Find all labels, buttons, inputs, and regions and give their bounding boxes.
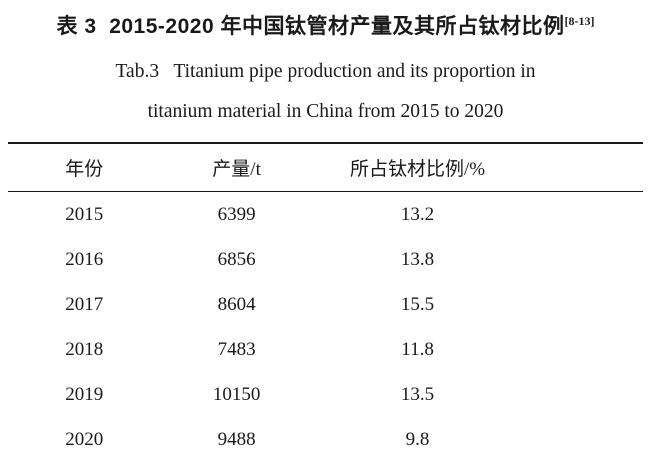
year-cell: 2015 — [65, 203, 104, 225]
production-cell: 6856 — [217, 248, 256, 270]
year-cell: 2020 — [65, 428, 104, 450]
production-cell: 6399 — [217, 203, 256, 225]
production-cell: 9488 — [217, 428, 256, 450]
data-table: 年份 产量/t 所占钛材比例/% 2015 6399 13.2 2016 685… — [8, 142, 643, 452]
table-row: 2016 6856 13.8 — [8, 237, 643, 282]
proportion-cell: 11.8 — [401, 338, 434, 360]
production-cell: 10150 — [212, 383, 261, 405]
table-row: 2015 6399 13.2 — [8, 192, 643, 237]
proportion-cell: 13.8 — [400, 248, 435, 270]
table-caption-en-line1: Tab.3 Titanium pipe production and its p… — [115, 61, 536, 82]
year-cell: 2018 — [65, 338, 104, 360]
proportion-cell: 13.2 — [400, 203, 435, 225]
column-header-year: 年份 — [65, 159, 104, 180]
year-cell: 2017 — [65, 293, 104, 315]
year-cell: 2019 — [65, 383, 104, 405]
table-caption-zh: 表 3 2015-2020 年中国钛管材产量及其所占钛材比例[8-13] — [4, 6, 647, 42]
production-cell: 7483 — [217, 338, 256, 360]
year-cell: 2016 — [65, 248, 104, 270]
proportion-cell: 9.8 — [405, 428, 430, 450]
table-caption-zh-text: 表 3 2015-2020 年中国钛管材产量及其所占钛材比例 — [56, 15, 565, 38]
table-header-row: 年份 产量/t 所占钛材比例/% — [8, 144, 643, 192]
table-row: 2017 8604 15.5 — [8, 282, 643, 327]
column-header-proportion: 所占钛材比例/% — [350, 159, 486, 180]
proportion-cell: 15.5 — [400, 293, 435, 315]
column-header-production: 产量/t — [212, 159, 261, 180]
table-row: 2019 10150 13.5 — [8, 372, 643, 417]
table-caption-en-line2: titanium material in China from 2015 to … — [147, 101, 504, 122]
table-row: 2020 9488 9.8 — [8, 417, 643, 452]
table-row: 2018 7483 11.8 — [8, 327, 643, 372]
production-cell: 8604 — [217, 293, 256, 315]
citation-reference: [8-13] — [564, 14, 595, 28]
proportion-cell: 13.5 — [400, 383, 435, 405]
